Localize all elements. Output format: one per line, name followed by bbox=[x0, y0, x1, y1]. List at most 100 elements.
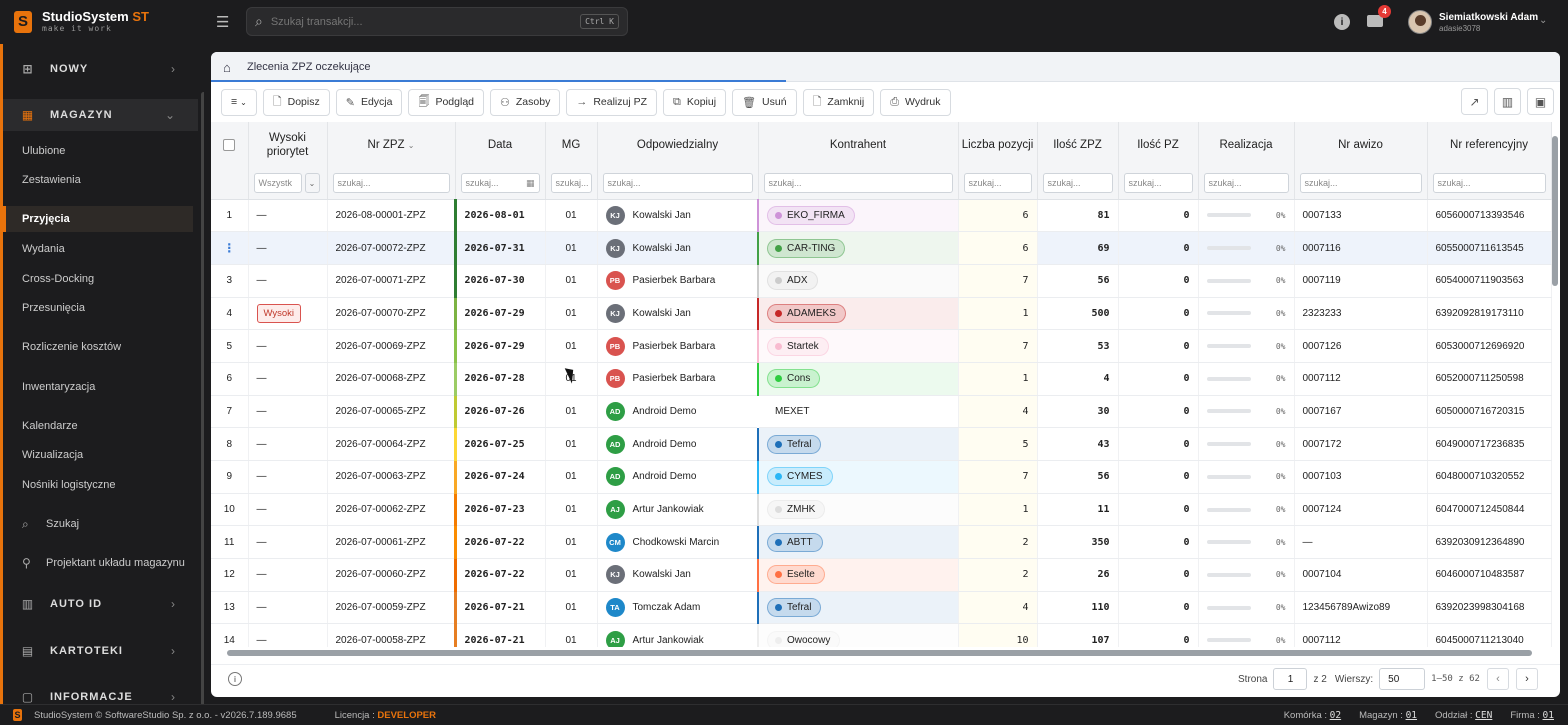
department-value[interactable]: CEN bbox=[1475, 709, 1493, 721]
table-row[interactable]: 1 — 2026-08-00001-ZPZ 2026-08-01 01 KJ Kowalsk… bbox=[211, 199, 1552, 233]
header-responsible[interactable]: Odpowiedzialny bbox=[597, 122, 759, 168]
sidebar-item-rozliczenie-kosztow[interactable]: Rozliczenie kosztów bbox=[22, 341, 122, 353]
header-priority[interactable]: Wysoki priorytet bbox=[248, 122, 328, 168]
row-index-cell[interactable]: 9 bbox=[211, 460, 249, 494]
user-name[interactable]: Siemiatkowski Adam bbox=[1439, 12, 1539, 23]
sidebar-item-wydania[interactable]: Wydania bbox=[22, 243, 65, 255]
nr-zpz-cell[interactable]: 2026-07-00070-ZPZ bbox=[327, 297, 456, 331]
row-index-cell[interactable]: 6 bbox=[211, 362, 249, 396]
close-order-button[interactable]: 🗋 Zamknij bbox=[802, 88, 875, 116]
filter-input[interactable]: szukaj... bbox=[1299, 173, 1422, 194]
mail-icon[interactable] bbox=[1367, 15, 1383, 27]
nr-zpz-cell[interactable]: 2026-07-00064-ZPZ bbox=[327, 427, 456, 461]
nr-zpz-cell[interactable]: 2026-07-00060-ZPZ bbox=[327, 558, 456, 592]
row-index-cell[interactable]: 3 bbox=[211, 264, 249, 298]
sidebar-item-ulubione[interactable]: Ulubione bbox=[22, 145, 66, 157]
row-index-cell[interactable]: 4 bbox=[211, 297, 249, 331]
home-icon[interactable]: ⌂ bbox=[223, 59, 231, 75]
table-row[interactable]: 4 Wysoki 2026-07-00070-ZPZ 2026-07-29 01 KJ Ko… bbox=[211, 297, 1552, 331]
filter-input[interactable]: szukaj... bbox=[602, 173, 753, 194]
header-nr-zpz[interactable]: Nr ZPZ ⌄ bbox=[327, 122, 456, 168]
header-realization[interactable]: Realizacja bbox=[1198, 122, 1295, 168]
edit-button[interactable]: ✎ Edycja bbox=[335, 88, 403, 116]
sidebar-scrollbar[interactable] bbox=[201, 92, 204, 704]
contractor-tag[interactable]: EKO_FIRMA bbox=[767, 205, 855, 225]
prev-page-button[interactable]: ‹ bbox=[1486, 668, 1509, 690]
realize-pz-button[interactable]: → Realizuj PZ bbox=[566, 88, 658, 116]
sidebar-item-przesuniecia[interactable]: Przesunięcia bbox=[22, 302, 85, 314]
delete-button[interactable]: 🗑 Usuń bbox=[732, 88, 797, 116]
nr-zpz-cell[interactable]: 2026-07-00062-ZPZ bbox=[327, 493, 456, 527]
contractor-tag[interactable]: ADX bbox=[767, 271, 818, 291]
sidebar-item-cross-docking[interactable]: Cross-Docking bbox=[22, 273, 95, 285]
sidebar-item-nosniki[interactable]: Nośniki logistyczne bbox=[22, 479, 116, 491]
tab-zlecenia-zpz[interactable]: ⌂ Zlecenia ZPZ oczekujące bbox=[211, 52, 371, 82]
nr-zpz-cell[interactable]: 2026-07-00061-ZPZ bbox=[327, 525, 456, 560]
menu-collapse-icon[interactable]: ☰ bbox=[216, 14, 230, 31]
filter-input[interactable]: szukaj... bbox=[550, 173, 592, 194]
sidebar-item-przyjecia[interactable]: Przyjęcia bbox=[3, 206, 193, 232]
contractor-tag[interactable]: Cons bbox=[767, 369, 821, 389]
contractor-tag[interactable]: Startek bbox=[767, 336, 829, 356]
date-filter-input[interactable]: szukaj... ▦ bbox=[460, 173, 540, 194]
row-menu-icon[interactable]: ⋮ bbox=[223, 241, 236, 256]
horizontal-scrollbar[interactable] bbox=[221, 649, 1546, 656]
chevron-down-icon[interactable]: ⌄ bbox=[304, 173, 320, 194]
row-index-cell[interactable]: 11 bbox=[211, 525, 249, 560]
table-row[interactable]: 11 — 2026-07-00061-ZPZ 2026-07-22 01 CM Chodko… bbox=[211, 525, 1552, 560]
contractor-tag[interactable]: CYMES bbox=[767, 467, 833, 487]
nr-zpz-cell[interactable]: 2026-07-00072-ZPZ bbox=[327, 231, 456, 265]
sidebar-section-auto-id[interactable]: ▥ AUTO ID › bbox=[3, 588, 198, 620]
info-icon[interactable]: i bbox=[1334, 14, 1350, 30]
row-index-cell[interactable]: 1 bbox=[211, 199, 249, 233]
nr-zpz-cell[interactable]: 2026-07-00071-ZPZ bbox=[327, 264, 456, 298]
header-contractor[interactable]: Kontrahent bbox=[758, 122, 959, 168]
row-index-cell[interactable]: 7 bbox=[211, 395, 249, 429]
rows-per-page-input[interactable]: 50 bbox=[1379, 668, 1426, 690]
row-index-cell[interactable]: 8 bbox=[211, 427, 249, 461]
row-index-cell[interactable]: 14 bbox=[211, 623, 249, 647]
nr-zpz-cell[interactable]: 2026-08-00001-ZPZ bbox=[327, 199, 456, 233]
columns-icon[interactable]: ▥ bbox=[1494, 88, 1521, 115]
sidebar-section-nowy[interactable]: ⊞ NOWY › bbox=[3, 53, 198, 85]
sidebar-item-kalendarze[interactable]: Kalendarze bbox=[22, 420, 78, 432]
scroll-thumb[interactable] bbox=[227, 650, 1532, 656]
resources-button[interactable]: ⚇ Zasoby bbox=[490, 88, 561, 116]
nr-zpz-cell[interactable]: 2026-07-00059-ZPZ bbox=[327, 591, 456, 625]
filter-input[interactable]: szukaj... bbox=[1042, 173, 1113, 194]
contractor-tag[interactable]: Tefral bbox=[767, 434, 822, 454]
row-index-cell[interactable]: 5 bbox=[211, 329, 249, 363]
header-qty-pz[interactable]: Ilość PZ bbox=[1118, 122, 1199, 168]
nr-zpz-cell[interactable]: 2026-07-00063-ZPZ bbox=[327, 460, 456, 494]
table-row[interactable]: 5 — 2026-07-00069-ZPZ 2026-07-29 01 PB Pasierb… bbox=[211, 329, 1552, 363]
filter-input[interactable]: szukaj... bbox=[763, 173, 953, 194]
preview-button[interactable]: 🗐 Podgląd bbox=[408, 88, 485, 116]
view-menu-button[interactable]: ≡ ⌄ bbox=[221, 88, 257, 116]
vertical-scrollbar[interactable] bbox=[1551, 124, 1558, 644]
row-index-cell[interactable]: 10 bbox=[211, 493, 249, 527]
sidebar-item-szukaj[interactable]: ⌕ Szukaj bbox=[3, 511, 193, 537]
nr-zpz-cell[interactable]: 2026-07-00068-ZPZ bbox=[327, 362, 456, 396]
add-button[interactable]: 🗋 Dopisz bbox=[262, 88, 330, 116]
sidebar-item-zestawienia[interactable]: Zestawienia bbox=[22, 174, 81, 186]
table-row[interactable]: 6—2026-07-00068-ZPZ 2026-07-28 01 PB Pasierb… bbox=[211, 362, 1552, 396]
table-row[interactable]: 7 — 2026-07-00065-ZPZ 2026-07-26 01 AD Android… bbox=[211, 395, 1552, 429]
header-date[interactable]: Data bbox=[455, 122, 546, 168]
search-box[interactable]: ⌕ Ctrl K bbox=[246, 7, 628, 36]
chart-icon[interactable]: ↗ bbox=[1461, 88, 1488, 115]
print-button[interactable]: ⎙ Wydruk bbox=[880, 88, 951, 116]
table-row[interactable]: ⋮ — 2026-07-00072-ZPZ 2026-07-31 01 KJ Kowalsk… bbox=[211, 231, 1552, 265]
header-awizo[interactable]: Nr awizo bbox=[1294, 122, 1428, 168]
filter-input[interactable]: szukaj... bbox=[332, 173, 450, 194]
contractor-tag[interactable]: Eselte bbox=[767, 565, 825, 585]
table-row[interactable]: 8 — 2026-07-00064-ZPZ 2026-07-25 01 AD Android… bbox=[211, 427, 1552, 461]
save-layout-icon[interactable]: ▣ bbox=[1527, 88, 1554, 115]
sidebar-item-wizualizacja[interactable]: Wizualizacja bbox=[22, 449, 84, 461]
sidebar-section-kartoteki[interactable]: ▤ KARTOTEKI › bbox=[3, 635, 198, 667]
sidebar-item-projektant[interactable]: ⚲ Projektant układu magazynu bbox=[3, 550, 193, 576]
nr-zpz-cell[interactable]: 2026-07-00069-ZPZ bbox=[327, 329, 456, 363]
filter-input[interactable]: szukaj... bbox=[1203, 173, 1289, 194]
header-ref[interactable]: Nr referencyjny bbox=[1427, 122, 1552, 168]
sidebar-item-inwentaryzacja[interactable]: Inwentaryzacja bbox=[22, 381, 96, 393]
filter-input[interactable]: szukaj... bbox=[963, 173, 1032, 194]
